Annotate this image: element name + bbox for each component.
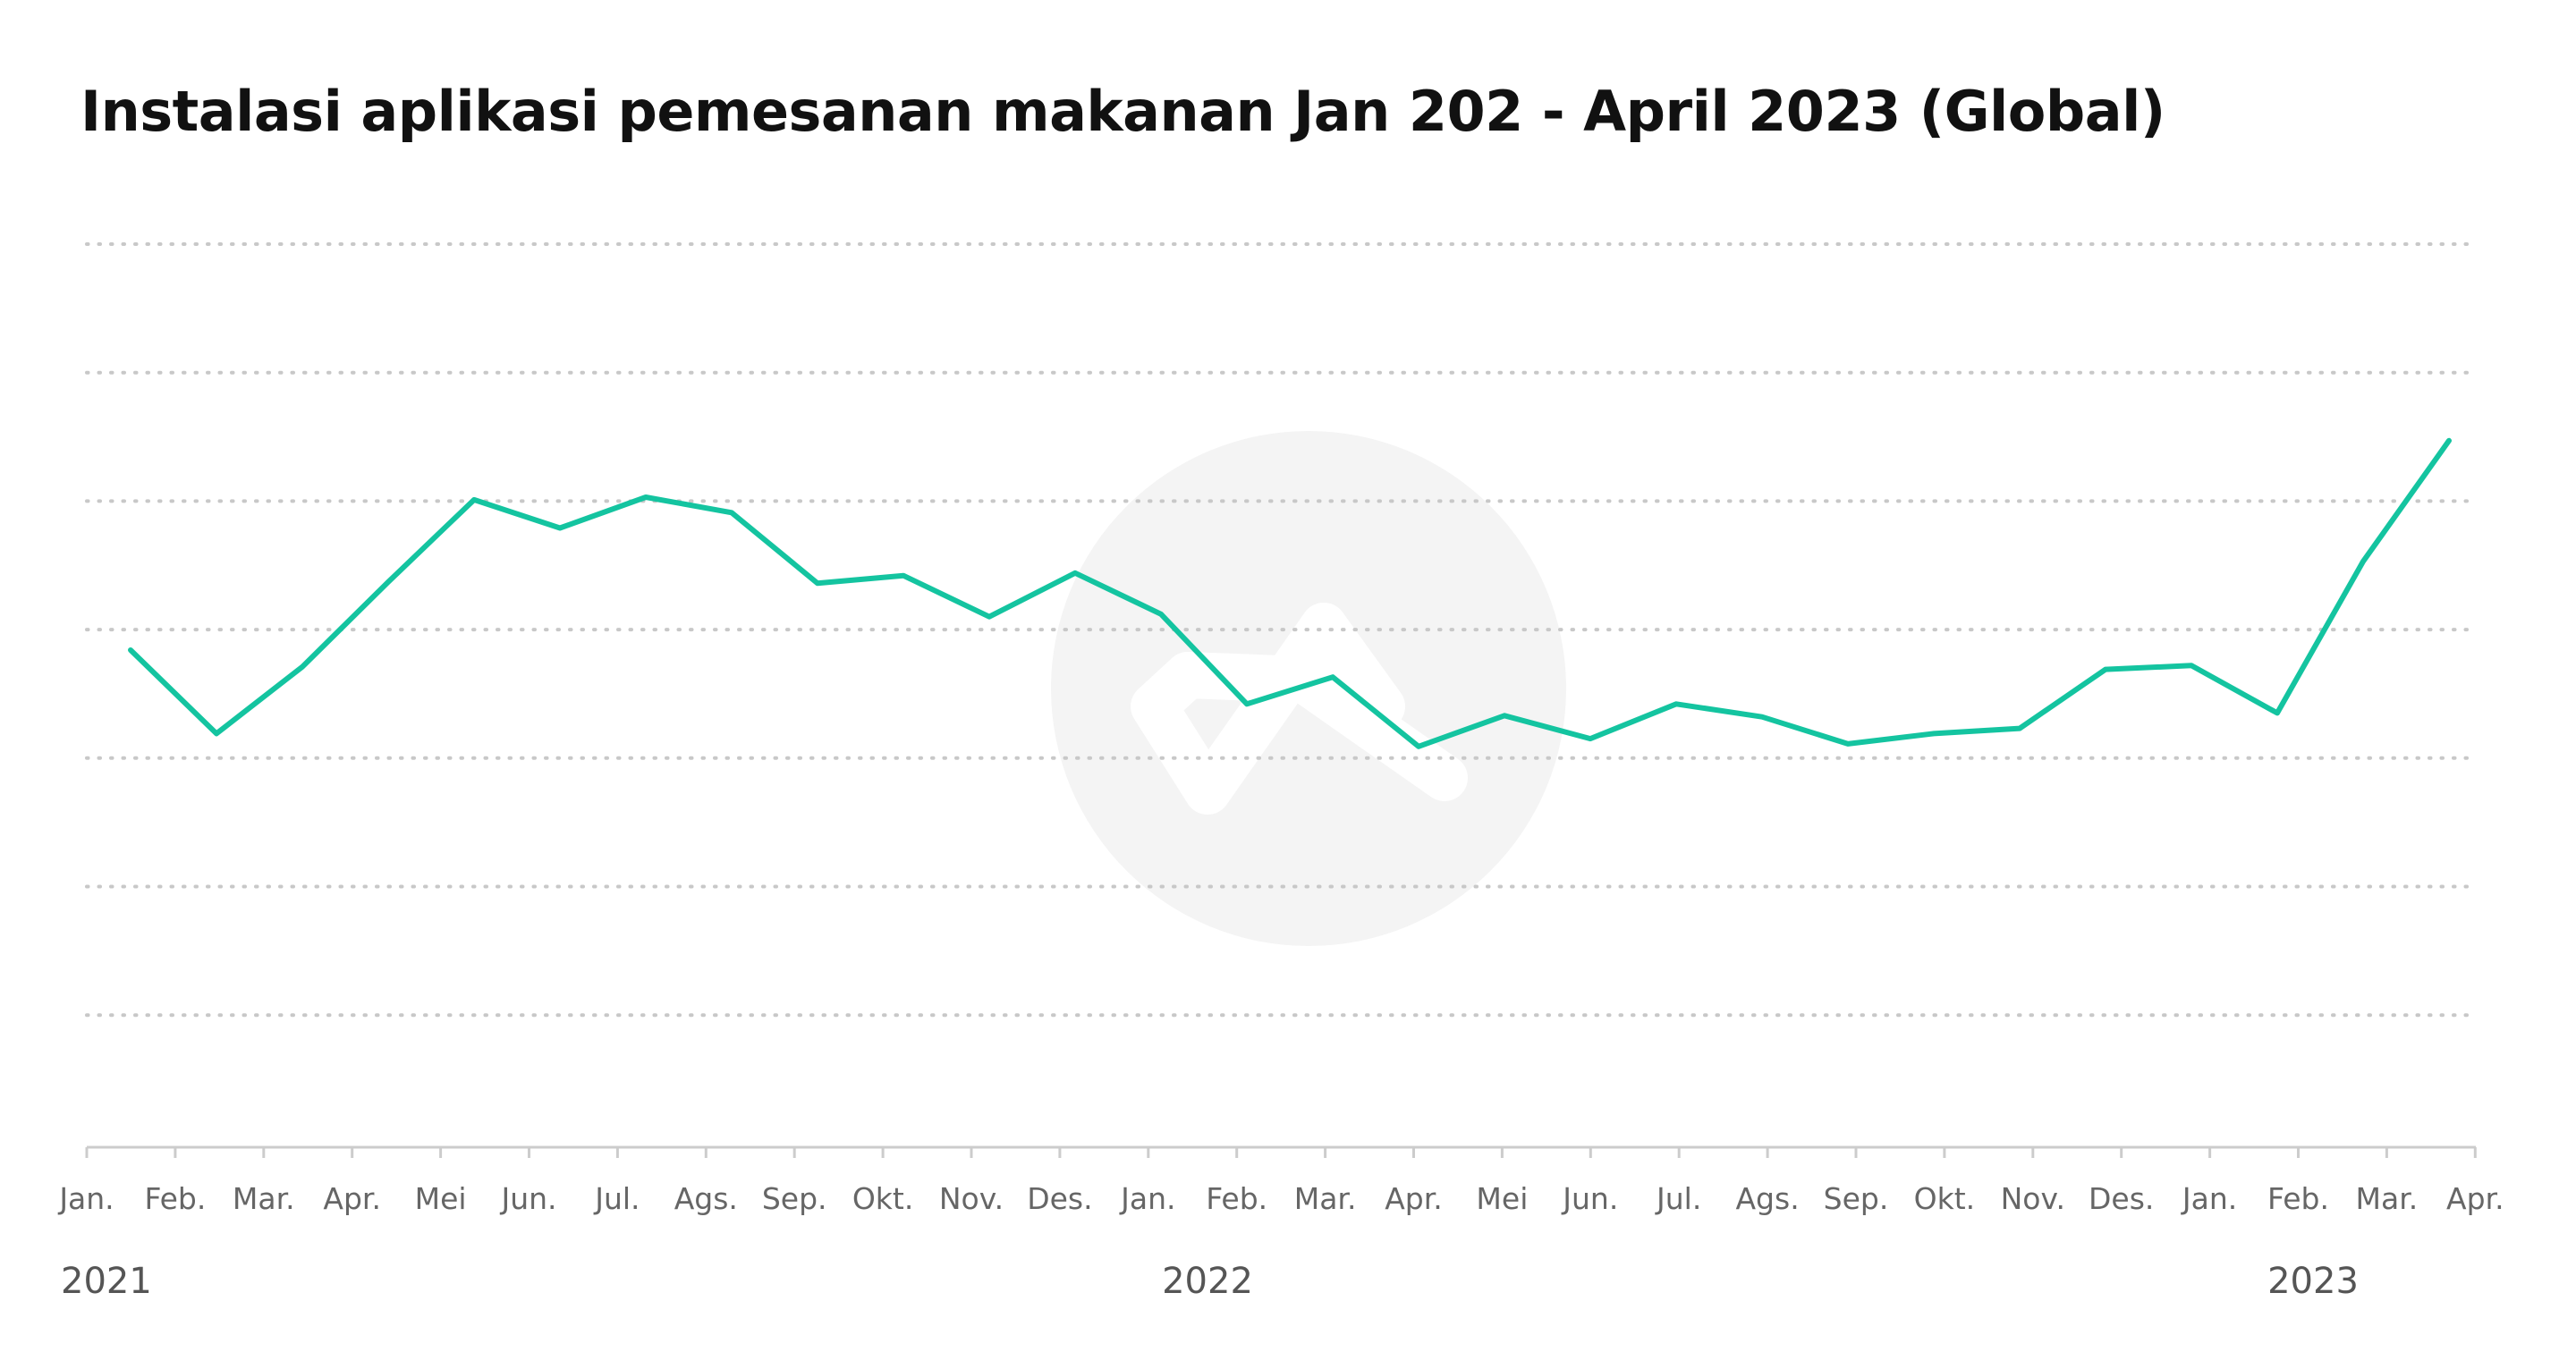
data-point <box>1246 703 1248 705</box>
x-tick-label: Apr. <box>323 1181 381 1216</box>
x-tick-label: Jun. <box>1561 1181 1618 1216</box>
x-tick-label: Jul. <box>593 1181 640 1216</box>
data-point <box>1933 732 1935 734</box>
year-label: 2021 <box>61 1261 152 1302</box>
x-tick-label: Mei <box>415 1181 467 1216</box>
watermark-glyph <box>1131 603 1468 815</box>
x-tick-label: Des. <box>1027 1181 1092 1216</box>
watermark-logo <box>1051 431 1566 946</box>
data-point <box>2276 712 2278 714</box>
data-point <box>2448 440 2450 442</box>
x-tick-label: Feb. <box>2267 1181 2329 1216</box>
x-tick-label: Mar. <box>2356 1181 2419 1216</box>
x-tick-label: Jan. <box>2181 1181 2237 1216</box>
x-tick-label: Mar. <box>233 1181 295 1216</box>
data-point <box>2362 561 2364 562</box>
data-point <box>645 496 647 498</box>
x-tick-label: Apr. <box>2446 1181 2504 1216</box>
year-label: 2023 <box>2267 1261 2359 1302</box>
x-tick-label: Nov. <box>2001 1181 2065 1216</box>
data-point <box>1675 703 1677 705</box>
data-point <box>1074 572 1076 574</box>
data-point <box>2190 664 2192 666</box>
x-tick-label: Jul. <box>1655 1181 1701 1216</box>
x-tick-label: Sep. <box>762 1181 827 1216</box>
x-tick-label: Sep. <box>1824 1181 1889 1216</box>
data-point <box>1761 716 1763 718</box>
x-tick-label: Ags. <box>674 1181 738 1216</box>
data-point <box>387 581 389 583</box>
x-axis-ticks <box>85 1147 2477 1158</box>
x-tick-label: Feb. <box>144 1181 206 1216</box>
year-labels: 2021 2022 2023 <box>61 1261 2359 1302</box>
x-axis-tick-labels: Jan. Feb. Mar. Apr. Mei Jun. Jul. Ags. Sep. Okt. N… <box>57 1181 2504 1216</box>
x-tick-label: Des. <box>2089 1181 2154 1216</box>
x-tick-label: Feb. <box>1206 1181 1267 1216</box>
data-point <box>1332 676 1334 678</box>
chart-title: Instalasi aplikasi pemesanan makanan Jan… <box>80 79 2165 144</box>
series-line <box>128 437 2452 749</box>
data-point <box>1847 743 1849 745</box>
x-tick-label: Mei <box>1476 1181 1528 1216</box>
data-point <box>988 616 990 618</box>
series-group <box>128 437 2452 749</box>
x-tick-label: Apr. <box>1385 1181 1443 1216</box>
x-tick-label: Jan. <box>1119 1181 1175 1216</box>
data-point <box>731 511 733 513</box>
data-point <box>301 666 303 668</box>
data-point <box>2019 728 2021 730</box>
x-tick-label: Jan. <box>57 1181 114 1216</box>
data-point <box>473 499 475 501</box>
x-tick-label: Nov. <box>939 1181 1004 1216</box>
x-tick-label: Ags. <box>1735 1181 1799 1216</box>
x-tick-label: Jun. <box>499 1181 556 1216</box>
data-point <box>902 575 904 577</box>
data-point <box>1160 613 1162 615</box>
x-tick-label: Okt. <box>1914 1181 1976 1216</box>
data-point <box>1504 714 1505 716</box>
year-label: 2022 <box>1162 1261 1253 1302</box>
data-point <box>216 732 217 734</box>
x-tick-label: Okt. <box>852 1181 914 1216</box>
x-tick-label: Mar. <box>1294 1181 1357 1216</box>
